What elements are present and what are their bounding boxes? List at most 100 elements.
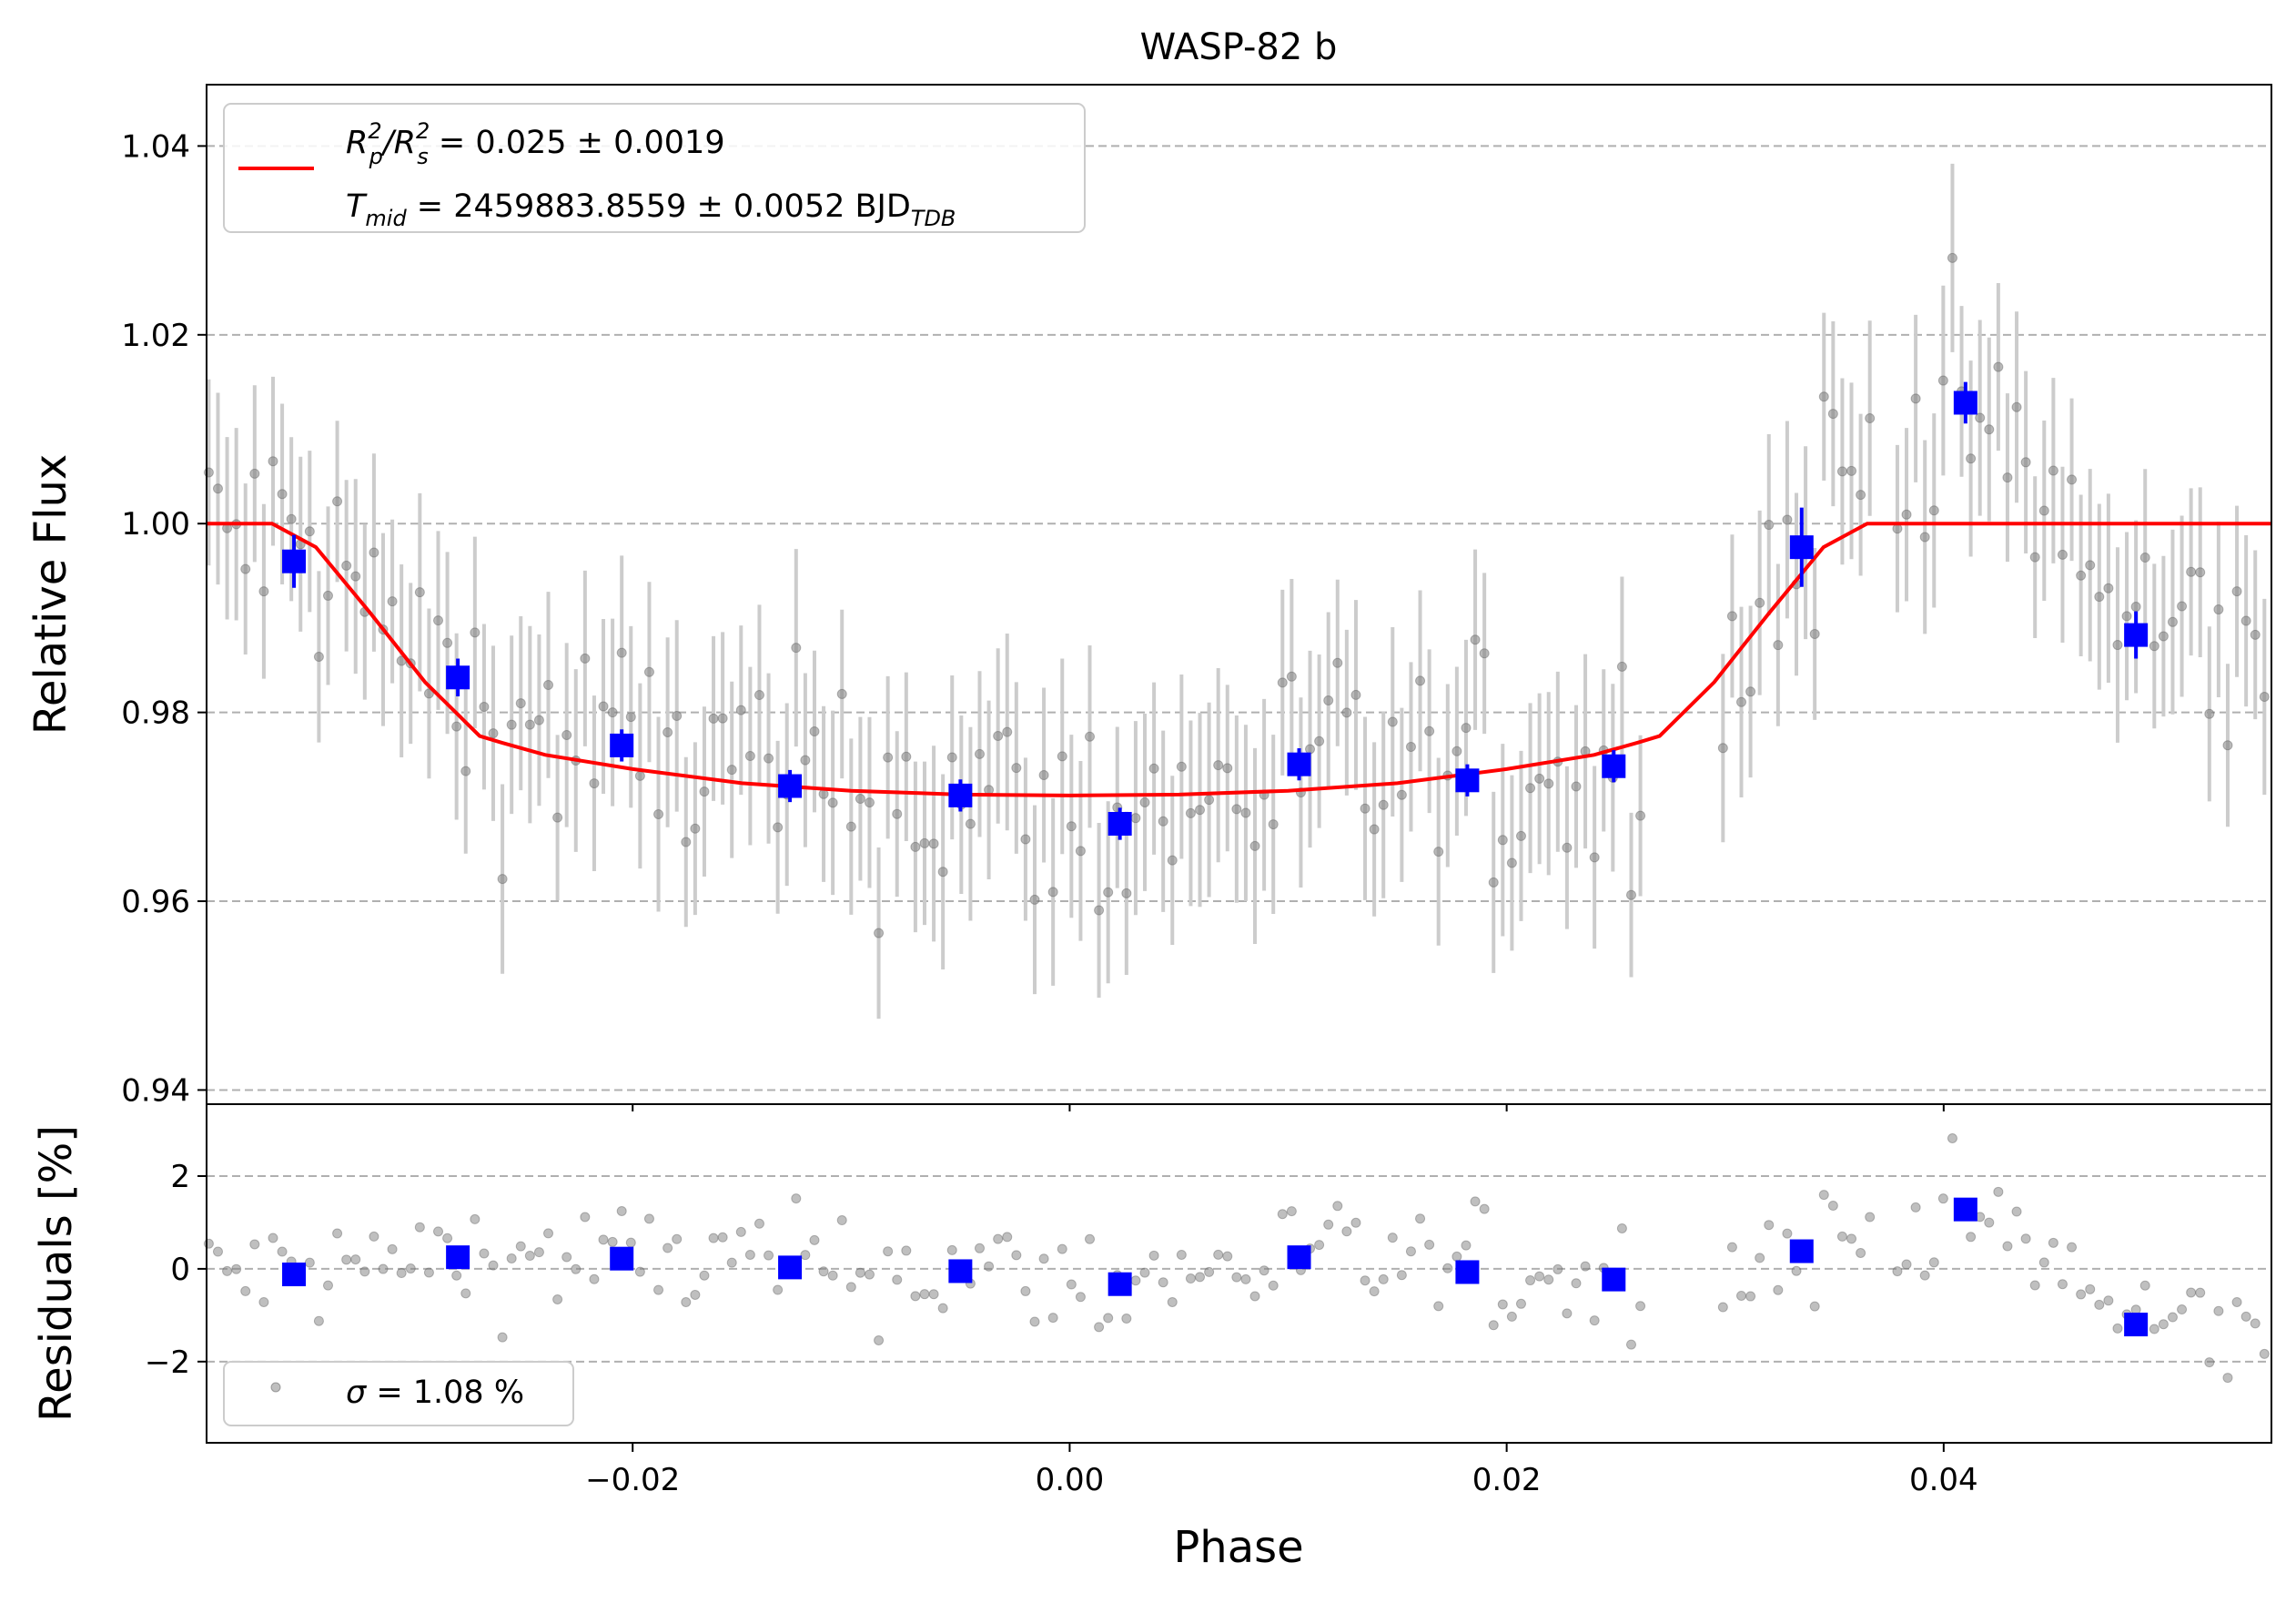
residual-raw-point [1424, 1239, 1435, 1250]
residual-raw-point [1580, 1261, 1591, 1272]
raw-point [1745, 686, 1756, 697]
raw-point [625, 712, 636, 723]
raw-point [2048, 465, 2058, 476]
raw-point [901, 751, 912, 762]
residual-raw-point [1387, 1233, 1398, 1243]
residual-raw-point [616, 1205, 627, 1216]
residual-raw-point [800, 1250, 811, 1261]
residual-raw-point [1755, 1253, 1765, 1263]
raw-point [2250, 629, 2261, 640]
residual-raw-point [2177, 1304, 2188, 1315]
residual-raw-point [2259, 1348, 2270, 1359]
raw-point [350, 571, 361, 582]
raw-point [332, 496, 343, 507]
raw-point [1515, 830, 1526, 841]
raw-point [919, 837, 930, 848]
residual-raw-point [1543, 1274, 1554, 1285]
residual-raw-point [1158, 1277, 1168, 1288]
raw-point [809, 726, 820, 737]
residual-raw-point [479, 1248, 490, 1259]
raw-point [2222, 740, 2233, 751]
raw-point [2076, 570, 2087, 581]
raw-point [910, 841, 921, 852]
raw-point [974, 748, 985, 759]
x-ticks: −0.02 0.00 0.02 0.04 [585, 1104, 1978, 1498]
raw-point [937, 867, 948, 878]
residual-raw-point [533, 1247, 544, 1258]
raw-point [1195, 805, 1206, 816]
residual-raw-point [892, 1274, 903, 1285]
residual-raw-point [1827, 1201, 1838, 1212]
residual-binned-points [282, 1197, 2149, 1337]
residual-raw-point [717, 1232, 728, 1243]
raw-point [2177, 601, 2188, 612]
raw-point [1213, 760, 1224, 771]
binned-point [1455, 768, 1480, 793]
raw-point [1148, 763, 1159, 774]
residual-raw-point [1553, 1263, 1563, 1274]
residual-raw-point [2250, 1318, 2261, 1329]
main-y-tick-label: 1.00 [121, 506, 190, 543]
raw-point [423, 688, 434, 699]
residual-raw-point [1195, 1272, 1206, 1283]
residual-raw-point [524, 1251, 535, 1262]
residual-raw-point [1323, 1219, 1334, 1230]
residual-plot-frame [206, 1103, 2272, 1444]
raw-point [1534, 773, 1545, 784]
raw-point [1222, 763, 1233, 774]
raw-point [1405, 741, 1416, 752]
raw-point [1827, 409, 1838, 420]
raw-point [634, 770, 645, 781]
residual-raw-point [1966, 1232, 1977, 1243]
raw-point [892, 808, 903, 819]
residual-raw-point [1378, 1273, 1389, 1284]
raw-point [855, 794, 865, 805]
raw-point [1341, 707, 1352, 718]
residual-legend-box [223, 1361, 574, 1426]
residual-raw-point [1919, 1270, 1930, 1281]
raw-point [2130, 602, 2141, 613]
raw-point [1726, 611, 1737, 622]
raw-point [2213, 604, 2224, 615]
raw-point [643, 666, 654, 677]
residual-raw-point [1818, 1190, 1829, 1201]
residual-raw-point [378, 1263, 389, 1274]
residual-raw-point [643, 1213, 654, 1224]
raw-point [1764, 520, 1775, 531]
raw-point [2103, 583, 2114, 594]
residual-legend: σ = 1.08 % [223, 1361, 574, 1426]
raw-point [1158, 816, 1168, 827]
raw-point [1625, 889, 1636, 900]
raw-point [1378, 799, 1389, 810]
residual-raw-point [1562, 1308, 1573, 1319]
residual-raw-point [883, 1246, 894, 1257]
raw-point [1231, 804, 1242, 815]
residual-raw-point [910, 1291, 921, 1302]
raw-point [764, 753, 774, 764]
residual-raw-point [2204, 1357, 2215, 1368]
raw-point [313, 651, 324, 662]
residual-binned-point [1953, 1197, 1977, 1222]
raw-point [240, 563, 251, 574]
raw-point [304, 526, 315, 537]
main-binned-points [282, 381, 2149, 840]
raw-point [1451, 746, 1462, 756]
residual-raw-point [1515, 1298, 1526, 1309]
binned-point [1789, 535, 1814, 560]
residual-raw-point [341, 1254, 352, 1265]
residual-raw-point [928, 1289, 939, 1300]
residual-raw-point [203, 1238, 214, 1249]
raw-point [249, 468, 260, 479]
x-tick-label: 0.04 [1909, 1462, 1978, 1498]
raw-point [552, 812, 563, 823]
residual-raw-point [607, 1236, 618, 1247]
raw-point [1846, 465, 1857, 476]
residual-binned-point [1455, 1260, 1480, 1284]
raw-point [1121, 888, 1132, 898]
raw-point [1047, 887, 1058, 898]
raw-point [1910, 393, 1921, 404]
raw-point [1314, 736, 1325, 746]
residual-raw-point [1002, 1232, 1013, 1243]
residual-raw-point [1726, 1242, 1737, 1253]
residual-raw-point [855, 1267, 865, 1278]
